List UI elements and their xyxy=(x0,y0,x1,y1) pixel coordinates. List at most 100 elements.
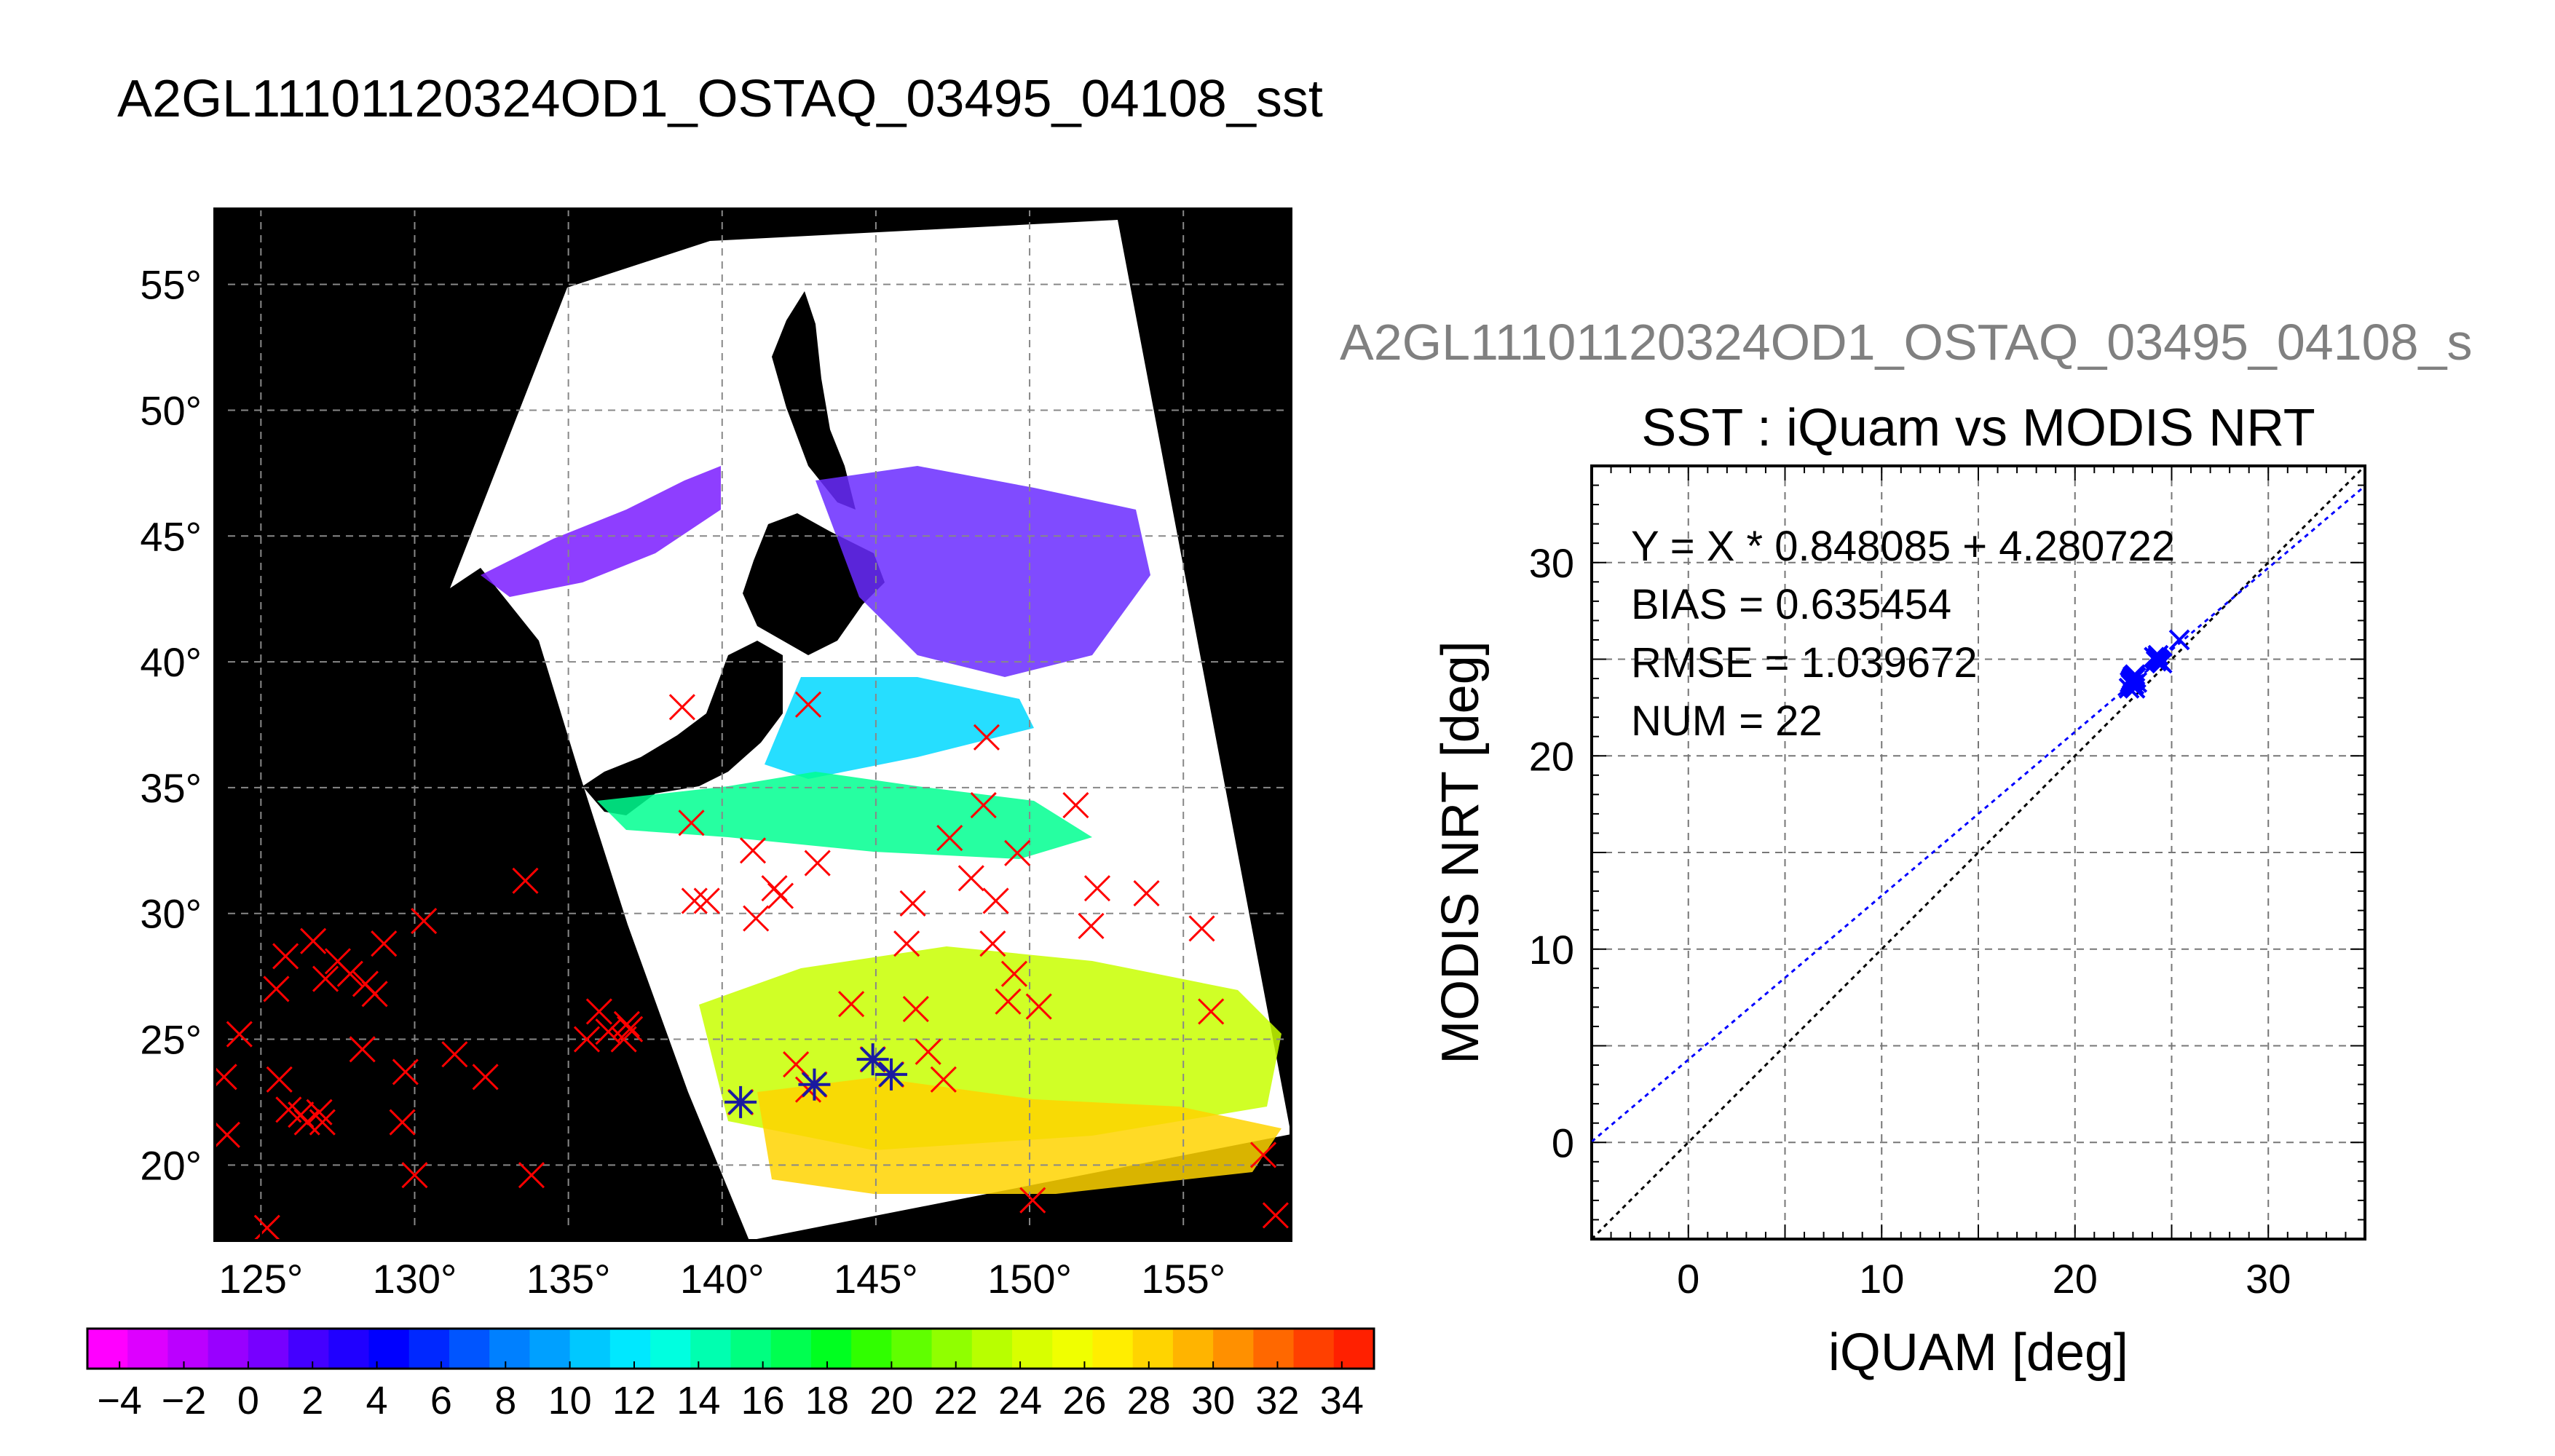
map-sst-marker xyxy=(263,976,290,1002)
colorbar-segment xyxy=(87,1329,128,1369)
scatter-annotation: BIAS = 0.635454 xyxy=(1631,581,1951,628)
colorbar-tick-label: 2 xyxy=(301,1379,323,1423)
map-sst-marker xyxy=(472,1064,499,1091)
figure-title: A2GL11101120324OD1_OSTAQ_03495_04108_sst xyxy=(117,70,1323,128)
scatter-y-tick-label: 10 xyxy=(1529,927,1574,973)
map-sst-marker xyxy=(215,1121,240,1148)
map-sst-marker xyxy=(743,905,770,932)
land-sakhalin xyxy=(772,291,856,510)
scatter-point xyxy=(2122,665,2144,687)
map-sst-marker xyxy=(893,930,920,957)
map-sst-marker xyxy=(804,850,831,877)
map-sst-marker xyxy=(306,1099,333,1125)
scatter-x-tick-label: 10 xyxy=(1859,1256,1904,1302)
map-sst-marker xyxy=(266,1066,293,1093)
colorbar-tick-label: 8 xyxy=(494,1379,516,1423)
scatter-point xyxy=(2120,671,2141,693)
y-axis-label: MODIS NRT [deg] xyxy=(1431,641,1490,1064)
land-honshu xyxy=(583,641,783,815)
map-sst-marker xyxy=(982,887,1009,914)
colorbar-tick-label: 12 xyxy=(612,1379,656,1423)
colorbar: −4 −2 0 2 4 6 8 10 12 14 16 18 20 22 24 26 28 30 32 34 xyxy=(86,1327,1375,1423)
scatter-y-tick-label: 0 xyxy=(1552,1120,1574,1166)
colorbar-segment xyxy=(408,1329,450,1369)
map-ticks: 125° 130° 135° 140° 145° 150° 155° 20° 25° 30° 35°… xyxy=(140,262,1225,1302)
colorbar-segment xyxy=(248,1329,289,1369)
map-sst-marker xyxy=(979,930,1006,957)
colorbar-tick-label: −2 xyxy=(162,1379,207,1423)
map-lat-tick-label: 55° xyxy=(140,262,202,308)
map-sst-marker xyxy=(272,943,299,970)
map-sst-marker xyxy=(995,988,1022,1015)
map-lat-tick-label: 35° xyxy=(140,765,202,811)
map-lon-tick-label: 125° xyxy=(218,1256,303,1302)
x-axis-label: iQUAM [deg] xyxy=(1828,1324,2128,1382)
colorbar-frame xyxy=(86,1327,1375,1370)
scatter-title: SST : iQuam vs MODIS NRT xyxy=(1641,399,2315,457)
map-sst-marker xyxy=(1188,915,1215,942)
map-sst-marker xyxy=(336,960,363,987)
map-sst-marker xyxy=(739,837,767,864)
colorbar-segment xyxy=(288,1329,329,1369)
colorbar-tick-label: 14 xyxy=(676,1379,720,1423)
colorbar-tick-label: 18 xyxy=(805,1379,849,1423)
map-sst-marker xyxy=(794,691,822,718)
colorbar-tick-label: 30 xyxy=(1191,1379,1235,1423)
map-sst-marker xyxy=(1004,839,1031,866)
map-sst-marker xyxy=(389,1109,416,1136)
map-sst-marker xyxy=(411,908,438,935)
colorbar-segment xyxy=(1293,1329,1335,1369)
scatter-point xyxy=(2145,650,2167,672)
map-sst-marker xyxy=(668,694,695,721)
map-sst-marker xyxy=(1198,998,1225,1025)
colorbar-tick-label: 10 xyxy=(548,1379,592,1423)
map-sst-marker xyxy=(915,1038,941,1065)
colorbar-segment xyxy=(489,1329,530,1369)
map-lat-tick-label: 25° xyxy=(140,1017,202,1063)
colorbar-segment xyxy=(1213,1329,1254,1369)
colorbar-segment xyxy=(127,1329,168,1369)
colorbar-tick-label: 6 xyxy=(430,1379,452,1423)
map-sst-marker xyxy=(518,1162,545,1189)
map-matched-marker xyxy=(724,1085,757,1118)
colorbar-segment xyxy=(609,1329,651,1369)
identity-line xyxy=(1592,466,2365,1239)
map-sst-marker xyxy=(300,927,327,954)
colorbar-tick-label: −4 xyxy=(97,1379,142,1423)
map-sst-marker xyxy=(595,1018,622,1045)
colorbar-tick-label: 34 xyxy=(1320,1379,1364,1423)
scatter-y-tick-label: 30 xyxy=(1529,540,1574,586)
map-sst-marker xyxy=(1025,993,1052,1020)
map-sst-marker xyxy=(970,792,997,819)
map-lon-tick-label: 150° xyxy=(987,1256,1072,1302)
map-lat-tick-label: 40° xyxy=(140,639,202,685)
map-sst-marker xyxy=(681,887,708,914)
scatter-points xyxy=(2118,629,2190,699)
map-lat-tick-label: 50° xyxy=(140,387,202,433)
sst-mid-patch-2 xyxy=(597,772,1092,859)
map-sst-marker xyxy=(401,1162,428,1189)
colorbar-segment xyxy=(529,1329,571,1369)
scatter-ghost-title: A2GL11101120324OD1_OSTAQ_03495_04108_s xyxy=(1340,314,2473,371)
map-sst-marker xyxy=(936,824,963,852)
colorbar-tick-label: 22 xyxy=(934,1379,978,1423)
map-sst-marker xyxy=(392,1059,419,1085)
map-sst-marker xyxy=(693,887,720,914)
colorbar-segment xyxy=(650,1329,691,1369)
colorbar-segment xyxy=(167,1329,209,1369)
scatter-x-tick-label: 30 xyxy=(2246,1256,2291,1302)
colorbar-segment xyxy=(971,1329,1013,1369)
map-sst-marker xyxy=(617,1016,644,1042)
scatter-y-tick-label: 20 xyxy=(1529,733,1574,779)
map-markers xyxy=(215,691,1289,1241)
colorbar-segment xyxy=(730,1329,772,1369)
colorbar-segment xyxy=(1052,1329,1093,1369)
map-lon-tick-label: 155° xyxy=(1141,1256,1225,1302)
map-sst-marker xyxy=(930,1066,957,1093)
colorbar-tick-label: 26 xyxy=(1062,1379,1106,1423)
scatter-ticks: 0 10 20 30 0 10 20 30 xyxy=(1529,465,2366,1302)
scatter-annotations: Y = X * 0.848085 + 4.280722 BIAS = 0.6354… xyxy=(1631,523,2175,745)
map-sst-marker xyxy=(1062,792,1089,819)
colorbar-tick-label: 16 xyxy=(741,1379,785,1423)
